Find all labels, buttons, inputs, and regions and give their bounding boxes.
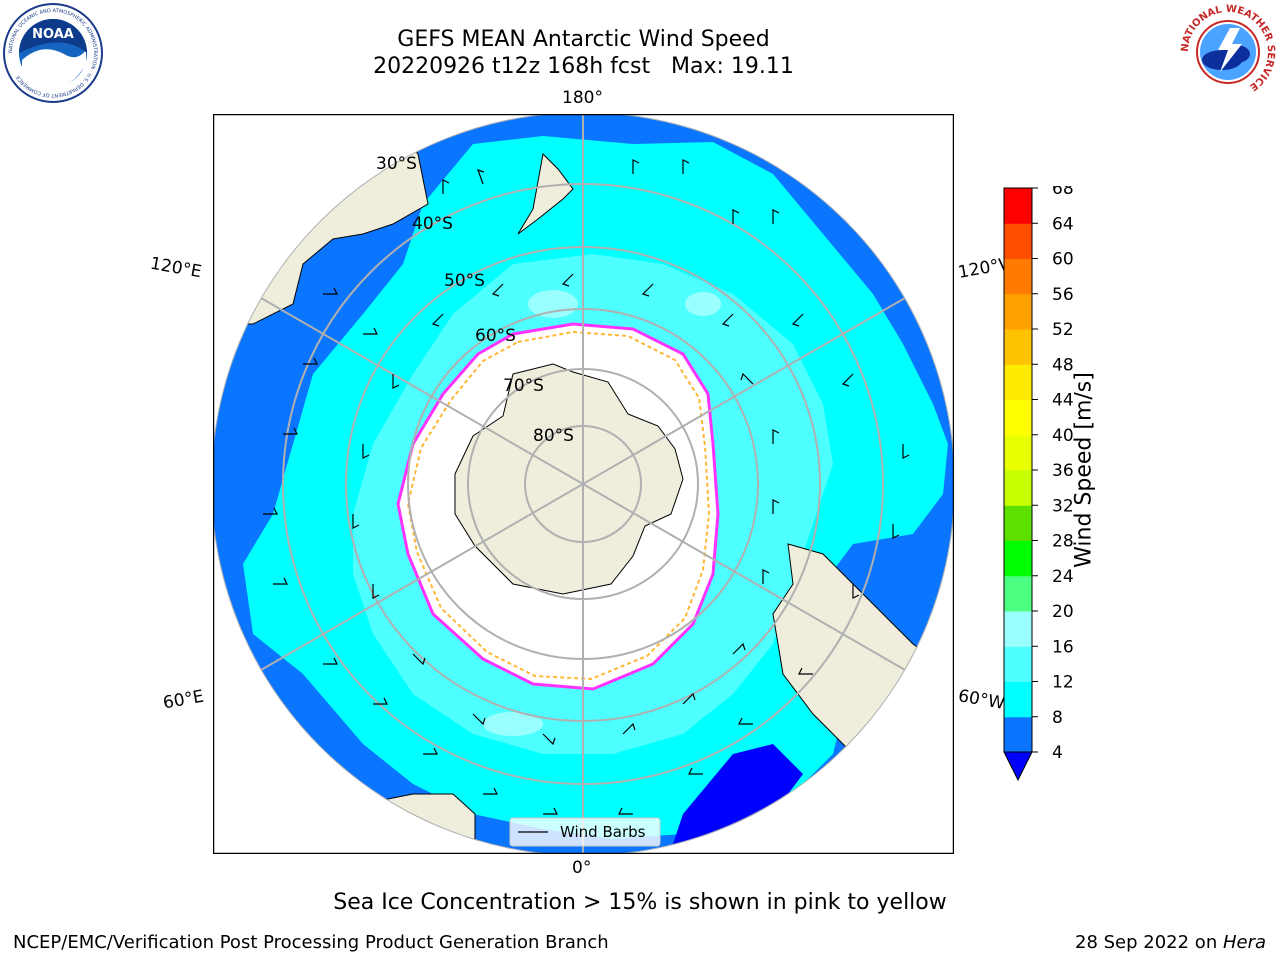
wind-barbs-legend: Wind Barbs [509,817,661,847]
colorbar-tick-label: 36 [1052,461,1074,481]
antarctica-continent [454,363,684,595]
colorbar-band [1004,223,1032,259]
lat-label-80s: 80°S [533,426,574,446]
plot-title: GEFS MEAN Antarctic Wind Speed [397,27,770,52]
colorbar-band [1004,611,1032,647]
wind-barbs [263,159,910,815]
colorbar-band [1004,293,1032,330]
colorbar-tick-label: 12 [1052,673,1074,693]
wind-field-peak [685,292,721,316]
colorbar-band [1004,681,1032,718]
colorbar-tick-label: 16 [1052,637,1074,657]
colorbar-band [1004,329,1032,365]
colorbar-tick-label: 4 [1052,743,1063,763]
lon-label-0: 0° [572,858,592,878]
colorbar-band [1004,188,1032,224]
colorbar-tick-label: 8 [1052,708,1063,728]
colorbar-tick-label: 60 [1052,250,1074,270]
sea-ice-caption: Sea Ice Concentration > 15% is shown in … [333,890,947,915]
colorbar: 4 8 12 16 20 24 28 32 36 40 44 48 52 56 60 64 68 [1000,179,1100,786]
colorbar-band [1004,646,1032,682]
polar-map: 30°S 40°S 50°S 60°S 70°S 80°S Wind Barbs [213,114,954,854]
lon-label-180: 180° [562,88,603,108]
colorbar-band [1004,258,1032,295]
footer-credit: NCEP/EMC/Verification Post Processing Pr… [13,932,609,953]
colorbar-tick-label: 20 [1052,602,1074,622]
wind-field-peak [528,290,578,318]
footer-date: 28 Sep 2022 on Hera [1075,932,1266,953]
sea-ice-inner [406,330,711,681]
colorbar-tick-label: 52 [1052,320,1074,340]
nws-logo: NATIONAL WEATHER SERVICE [1178,2,1278,102]
lon-label-60e: 60°E [161,686,206,714]
colorbar-band [1004,575,1032,612]
svg-text:NOAA: NOAA [32,27,74,42]
wind-field-peak [483,712,543,736]
colorbar-tick-label: 48 [1052,355,1074,375]
colorbar-tick-label: 32 [1052,496,1074,516]
colorbar-tick-label: 64 [1052,214,1074,234]
wind-field-min [673,744,803,844]
colorbar-band [1004,399,1032,436]
lat-label-50s: 50°S [444,271,485,291]
polar-map-svg: 30°S 40°S 50°S 60°S 70°S 80°S Wind Barbs [213,114,954,854]
colorbar-tick-label: 56 [1052,285,1074,305]
colorbar-tick-label: 68 [1052,186,1074,199]
colorbar-tick-label: 24 [1052,567,1074,587]
footer-host: Hera [1222,932,1266,953]
colorbar-tick-label: 40 [1052,426,1074,446]
colorbar-label: Wind Speed [m/s] [1071,372,1097,568]
noaa-logo: NOAA NATIONAL OCEANIC AND ATMOSPHERIC AD… [2,2,104,104]
lat-label-40s: 40°S [412,214,453,234]
colorbar-band [1004,505,1032,541]
colorbar-band [1004,470,1032,506]
colorbar-band [1004,540,1032,577]
lon-label-120e: 120°E [148,253,204,283]
new-zealand [517,152,574,235]
colorbar-tick-label: 44 [1052,391,1074,411]
colorbar-extend [1003,751,1033,782]
colorbar-band [1004,434,1032,471]
lat-label-30s: 30°S [376,154,417,174]
colorbar-band [1004,364,1032,400]
legend-label: Wind Barbs [560,823,646,841]
lat-label-60s: 60°S [475,326,516,346]
lat-label-70s: 70°S [503,376,544,396]
lon-label-60w: 60°W [956,686,1007,714]
colorbar-tick-label: 28 [1052,532,1074,552]
graticule [213,114,954,854]
plot-subtitle: 20220926 t12z 168h fcst Max: 19.11 [373,54,794,79]
footer-date-text: 28 Sep 2022 on [1075,932,1223,953]
colorbar-band [1004,716,1032,753]
